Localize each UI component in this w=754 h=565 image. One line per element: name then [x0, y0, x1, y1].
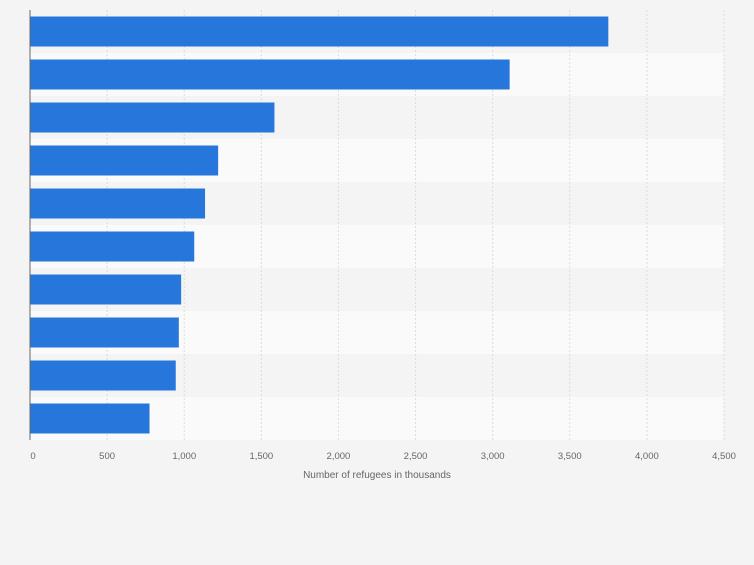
bar-2[interactable] [30, 59, 510, 90]
bar-3[interactable] [30, 102, 275, 133]
x-axis-label: Number of refugees in thousands [303, 470, 451, 481]
x-tick-label: 1,000 [172, 451, 196, 462]
x-tick-label: 4,500 [712, 451, 736, 462]
bar-6[interactable] [30, 231, 195, 262]
x-tick-label: 1,500 [249, 451, 273, 462]
bar-4[interactable] [30, 145, 219, 176]
bar-5[interactable] [30, 188, 206, 219]
bar-1[interactable] [30, 16, 609, 47]
x-tick-label: 2,000 [327, 451, 351, 462]
bars [30, 16, 609, 434]
bar-7[interactable] [30, 274, 182, 305]
x-tick-label: 500 [99, 451, 115, 462]
x-axis-tick-labels: 0 500 1,000 1,500 2,000 2,500 3,000 3,500 4,000 4… [30, 451, 736, 462]
bar-9[interactable] [30, 360, 176, 391]
x-tick-label: 2,500 [404, 451, 428, 462]
x-tick-label: 4,000 [635, 451, 659, 462]
x-tick-label: 3,500 [558, 451, 582, 462]
bar-10[interactable] [30, 403, 150, 434]
x-tick-label: 3,000 [481, 451, 505, 462]
bar-8[interactable] [30, 317, 179, 348]
x-tick-label: 0 [30, 451, 35, 462]
